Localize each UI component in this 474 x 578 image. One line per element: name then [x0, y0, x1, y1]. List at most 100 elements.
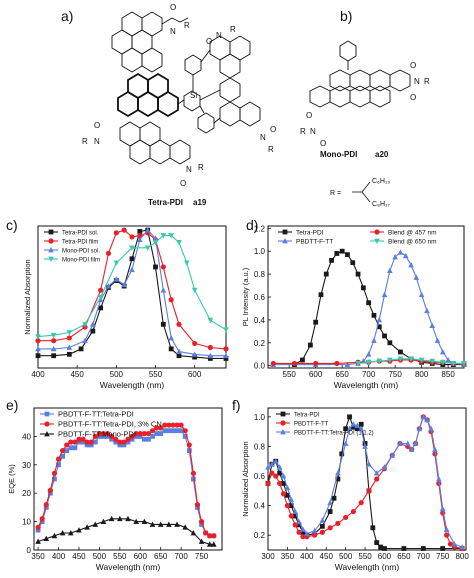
- point-f-1-14: [335, 520, 341, 526]
- point-e-1-26: [141, 430, 147, 437]
- point-e-0-29: [154, 431, 160, 436]
- point-e-2-10: [117, 515, 123, 522]
- point-f-0-15: [335, 476, 341, 482]
- atom-o-top1: O: [170, 3, 176, 12]
- mono-o-right: O: [410, 93, 416, 102]
- point-d-0-4: [318, 292, 324, 298]
- y-tick-label-d-6: 1.2: [254, 224, 266, 233]
- point-e-0-38: [190, 476, 196, 482]
- point-e-1-6: [60, 448, 66, 454]
- point-f-0-6: [288, 503, 294, 509]
- point-f-0-29: [420, 546, 426, 551]
- point-e-1-37: [186, 442, 192, 448]
- point-e-2-17: [174, 521, 180, 527]
- point-d-1-8: [381, 291, 388, 298]
- point-e-1-19: [113, 436, 119, 442]
- point-e-1-33: [170, 422, 176, 428]
- legend-marker-f-0: [280, 411, 286, 417]
- point-e-1-20: [117, 439, 123, 445]
- legend-label-e-2: PBDTT-F-TT:Mono-PDI: [58, 430, 136, 439]
- mono-n-right: N: [414, 77, 420, 86]
- x-tick-label-f-4: 500: [339, 552, 353, 561]
- legend-label-f-0: Tetra-PDI: [294, 413, 320, 419]
- point-e-2-14: [149, 521, 156, 527]
- point-c-1-2: [66, 335, 72, 341]
- point-f-2-12: [319, 517, 326, 523]
- legend-marker-f-1: [280, 420, 286, 426]
- point-d-1-18: [434, 337, 441, 343]
- series-d-1: [270, 249, 467, 367]
- x-tick-label-f-5: 550: [358, 552, 372, 561]
- point-e-2-6: [84, 524, 90, 530]
- point-e-0-13: [88, 442, 94, 448]
- point-e-1-14: [92, 433, 98, 439]
- point-e-0-1: [39, 519, 45, 524]
- point-f-2-7: [292, 508, 298, 514]
- point-c-0-14: [168, 346, 174, 352]
- point-c-3-11: [176, 239, 182, 246]
- x-tick-label-c-3: 550: [149, 370, 163, 379]
- point-c-3-15: [223, 327, 229, 333]
- point-f-0-20: [354, 426, 360, 432]
- point-e-1-40: [198, 519, 205, 525]
- point-d-0-10: [350, 260, 356, 266]
- point-f-1-4: [280, 491, 287, 497]
- point-d-3-3: [387, 357, 393, 363]
- point-f-2-14: [335, 470, 341, 476]
- y-tick-label-d-2: 0.4: [254, 316, 266, 325]
- panel-letter-f: f): [232, 397, 241, 413]
- y-tick-label-d-4: 0.8: [254, 270, 266, 279]
- point-c-3-7: [144, 245, 151, 251]
- point-f-2-21: [366, 461, 372, 467]
- point-c-1-14: [176, 321, 182, 327]
- point-f-2-17: [350, 421, 357, 427]
- y-tick-label-d-0: 0.0: [254, 362, 266, 371]
- panel-letter-d: d): [246, 217, 259, 233]
- panel-letter-a: a): [61, 8, 74, 24]
- point-c-2-4: [90, 321, 96, 327]
- point-c-2-1: [50, 345, 57, 352]
- point-e-1-24: [133, 430, 139, 437]
- point-c-2-18: [223, 352, 229, 359]
- point-e-2-8: [100, 518, 107, 524]
- point-f-1-2: [273, 473, 279, 479]
- point-e-1-10: [76, 436, 82, 442]
- atom-n-bottom: N: [186, 165, 192, 174]
- point-c-0-0: [35, 353, 41, 359]
- point-f-0-30: [440, 546, 446, 551]
- x-tick-label-f-2: 400: [300, 552, 314, 561]
- point-e-1-2: [43, 501, 49, 508]
- point-d-1-15: [418, 291, 425, 298]
- point-f-0-5: [285, 492, 290, 498]
- point-e-1-43: [211, 533, 217, 539]
- legend-label-d-1: PBDTT-F-TT: [296, 239, 333, 246]
- point-d-2-2: [313, 360, 319, 367]
- point-e-2-5: [76, 527, 82, 533]
- y-axis-label-d: PL Intensity (a.u.): [241, 267, 250, 326]
- point-e-0-22: [125, 439, 131, 445]
- point-f-1-9: [300, 534, 306, 540]
- point-f-2-28: [412, 440, 419, 446]
- panel-letter-c: c): [6, 217, 18, 233]
- y-tick-label-e-3: 30: [22, 461, 31, 470]
- y-tick-label-f-4: 1.0: [254, 413, 266, 422]
- point-e-0-20: [117, 442, 123, 448]
- point-f-1-11: [311, 532, 318, 538]
- x-tick-label-f-8: 700: [417, 552, 431, 561]
- point-d-1-17: [429, 322, 436, 329]
- point-c-3-12: [184, 260, 190, 266]
- x-tick-label-d-2: 650: [335, 370, 349, 379]
- atom-n-rlow: N: [260, 133, 266, 142]
- point-f-0-27: [382, 546, 387, 551]
- point-f-2-8: [296, 518, 302, 525]
- point-d-3-6: [418, 357, 425, 363]
- plot-frame-d: [267, 225, 465, 369]
- point-e-0-9: [72, 445, 78, 451]
- x-tick-label-e-6: 650: [154, 552, 168, 561]
- point-e-0-21: [121, 442, 127, 448]
- x-tick-label-f-0: 300: [261, 552, 275, 561]
- series-d-0: [292, 248, 467, 367]
- point-c-2-14: [168, 334, 174, 341]
- point-c-2-12: [152, 235, 159, 241]
- series-c-3: [35, 233, 229, 340]
